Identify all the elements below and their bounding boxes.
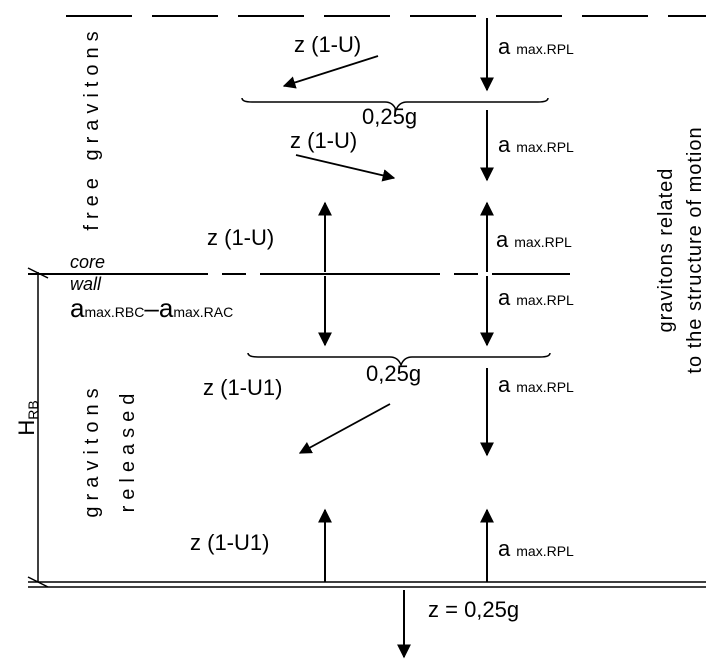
quarter-g-label-upper: 0,25g — [362, 104, 417, 129]
rpl-label-5: a max.RPL — [498, 372, 574, 397]
h-rb-tick-bottom — [27, 576, 49, 588]
released-text: released — [117, 388, 139, 513]
lower-brace — [247, 352, 551, 368]
z-1-u-label-1: z (1-U) — [294, 32, 361, 57]
svg-text:gravitons related: gravitons related — [655, 168, 677, 333]
quarter-g-label-lower: 0,25g — [366, 361, 421, 386]
z-1-u1-label-1: z (1-U1) — [203, 375, 282, 400]
z-1-u1-label-2: z (1-U1) — [190, 530, 269, 555]
rpl-label-3: a max.RPL — [496, 227, 572, 252]
rpl-label-6: a max.RPL — [498, 536, 574, 561]
h-rb-label: HRB — [14, 400, 41, 435]
upper-brace — [241, 97, 549, 113]
wall-label: wall — [70, 274, 102, 294]
free-gravitons-text: free gravitons — [81, 25, 103, 230]
rpl-label-1: a max.RPL — [498, 34, 574, 59]
h-rb-tick-top — [27, 267, 49, 279]
svg-text:HRB: HRB — [14, 400, 41, 435]
svg-text:to the structure of motion: to the structure of motion — [684, 126, 706, 373]
z-1-u-label-3: z (1-U) — [207, 225, 274, 250]
rpl-label-2: a max.RPL — [498, 132, 574, 157]
rbc-rac-label: amax.RBC–amax.RAC — [70, 293, 233, 323]
core-label: core — [70, 252, 105, 272]
svg-text:gravitons: gravitons — [81, 382, 103, 517]
gravitons-text: gravitons — [81, 382, 103, 517]
z-diagonal-arrow-2 — [295, 154, 396, 182]
z-diagonal-arrow-1 — [282, 55, 379, 89]
svg-text:released: released — [117, 388, 139, 513]
rpl-label-4: a max.RPL — [498, 285, 574, 310]
z-diagonal-arrow-3 — [298, 403, 391, 454]
structure-of-motion-text: to the structure of motion — [684, 126, 706, 373]
gravitons-related-text: gravitons related — [655, 168, 677, 333]
svg-text:free gravitons: free gravitons — [81, 25, 103, 230]
z-1-u-label-2: z (1-U) — [290, 128, 357, 153]
z-final-label: z = 0,25g — [428, 597, 519, 622]
